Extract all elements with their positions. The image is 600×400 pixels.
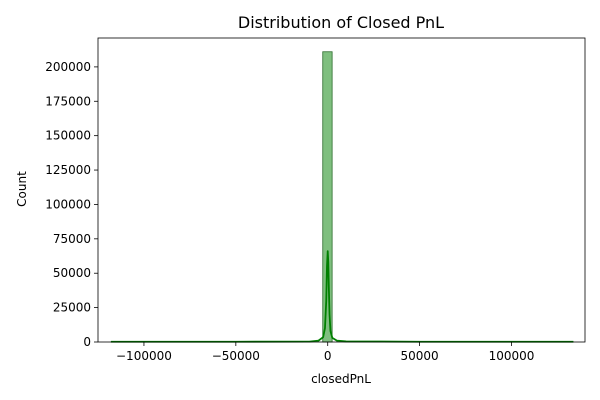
x-tick-label: −100000 (116, 349, 172, 363)
x-tick-label: 50000 (401, 349, 439, 363)
y-tick-label: 100000 (45, 197, 91, 211)
y-tick-label: 125000 (45, 163, 91, 177)
chart-title: Distribution of Closed PnL (238, 13, 444, 32)
y-axis-label: Count (15, 171, 29, 207)
y-tick-label: 150000 (45, 129, 91, 143)
x-tick-label: 100000 (489, 349, 535, 363)
y-tick-label: 175000 (45, 94, 91, 108)
x-tick-label: −50000 (212, 349, 260, 363)
plot-frame (97, 37, 586, 343)
axes-layer: −100000 −50000 0 50000 100000 0 25000 50000 7500… (45, 37, 586, 363)
kde-layer (110, 250, 574, 343)
y-tick-label: 50000 (53, 266, 91, 280)
y-tick-label: 200000 (45, 60, 91, 74)
x-tick-label: 0 (324, 349, 332, 363)
bars-layer (322, 51, 333, 343)
y-tick-label: 0 (83, 335, 91, 349)
y-tick-label: 25000 (53, 301, 91, 315)
histogram-bar (322, 51, 333, 343)
x-axis-label: closedPnL (311, 372, 371, 386)
kde-line (110, 250, 574, 343)
y-tick-label: 75000 (53, 232, 91, 246)
